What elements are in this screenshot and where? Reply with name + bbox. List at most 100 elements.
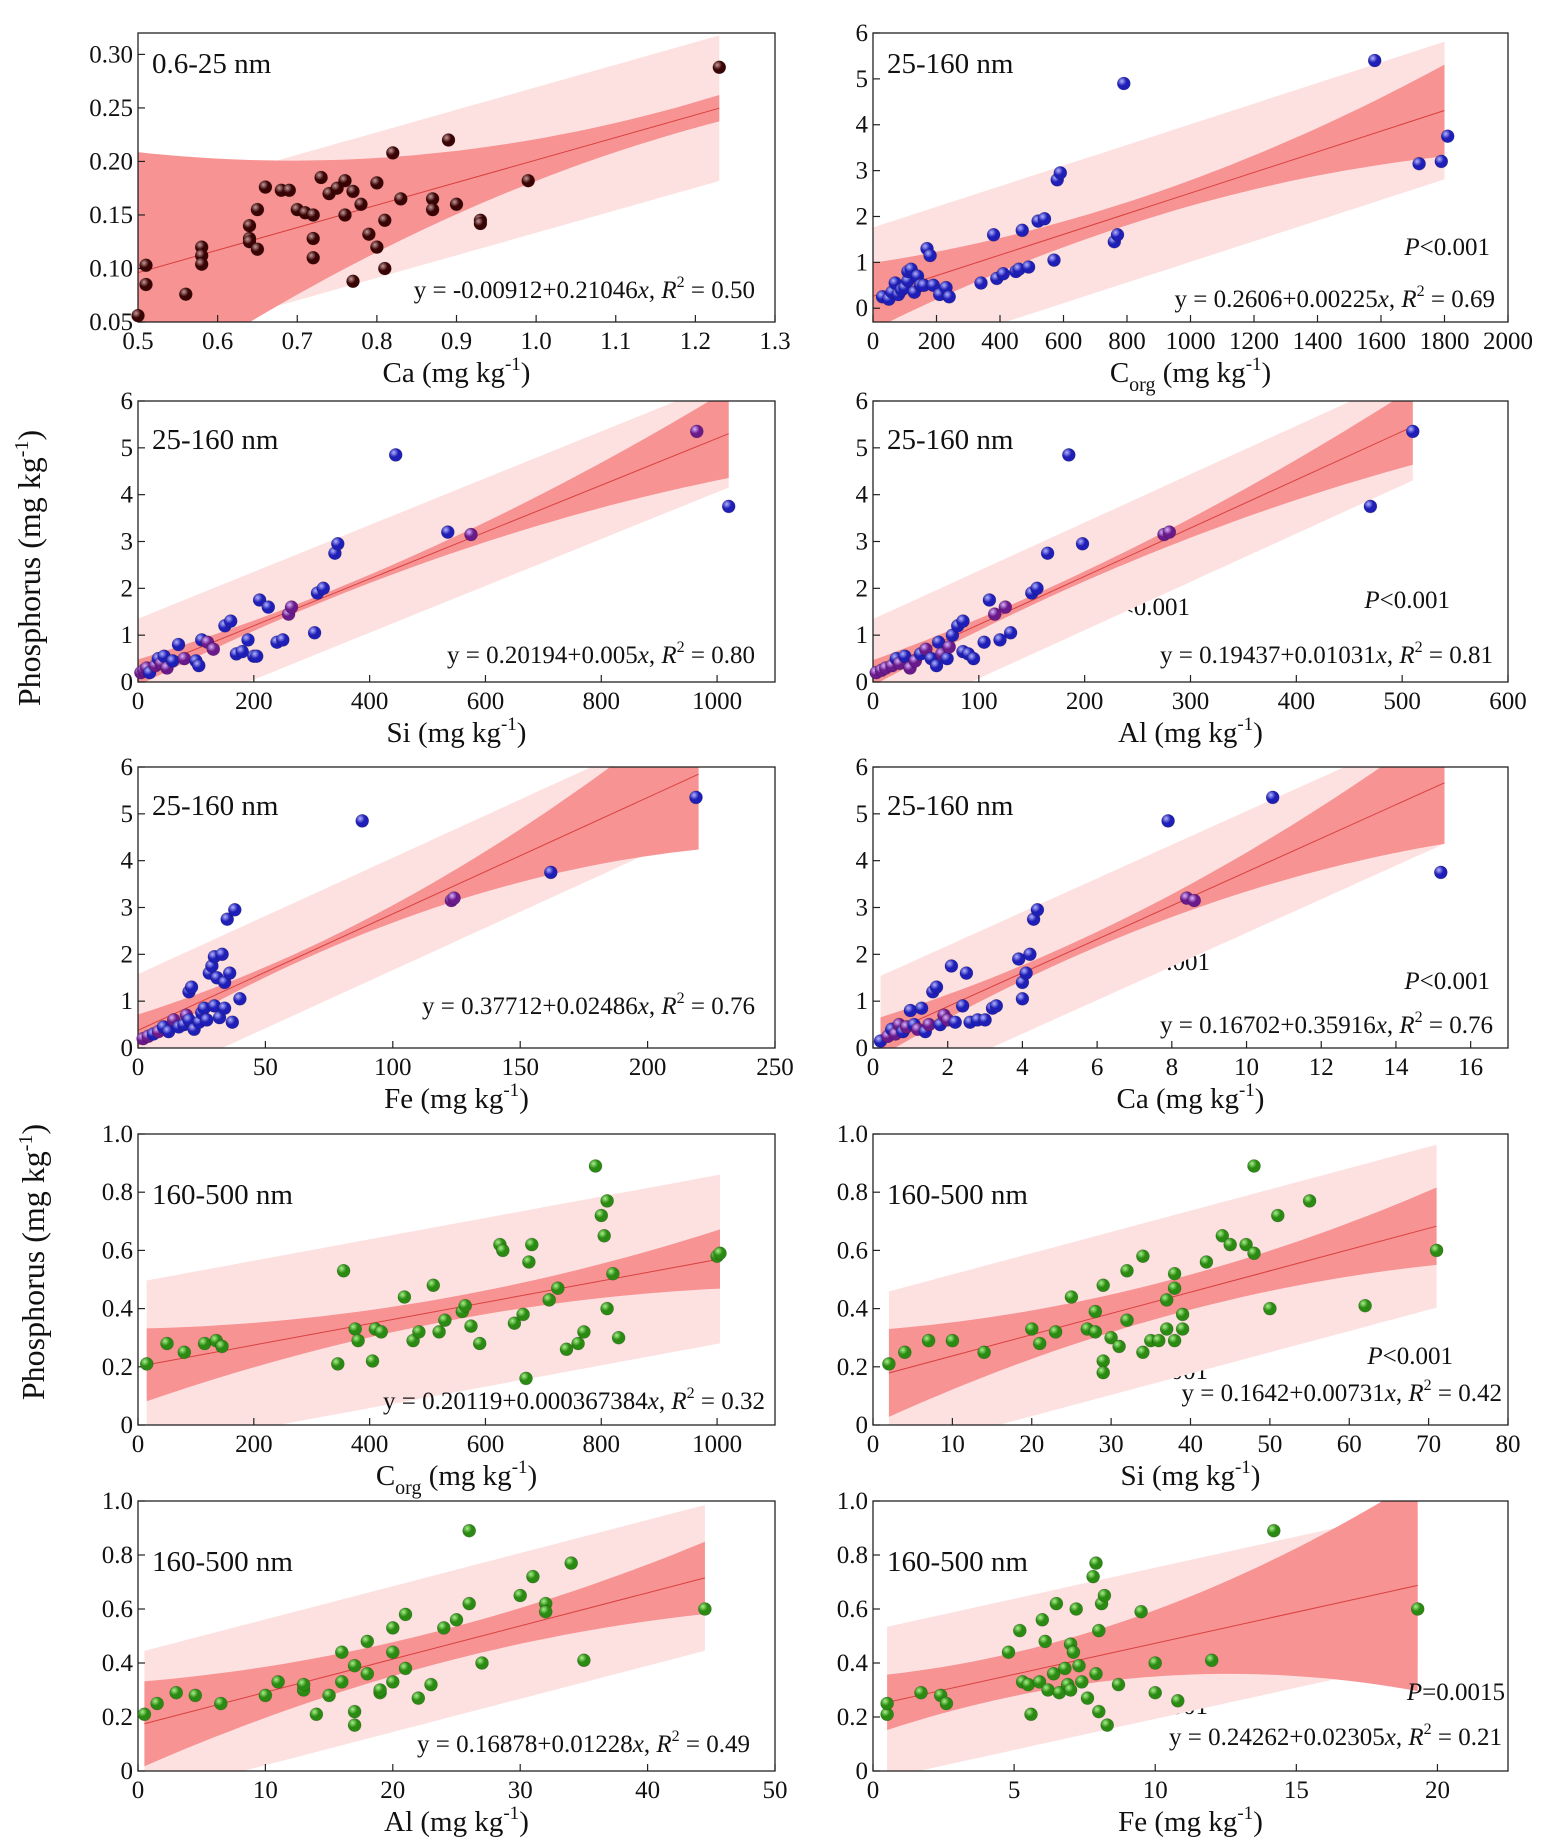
x-tick-label: 0 <box>132 1431 145 1458</box>
y-tick-label: 6 <box>856 388 869 415</box>
data-point <box>393 192 408 206</box>
y-tick-label: 0.8 <box>837 1542 868 1569</box>
data-point <box>347 1658 362 1673</box>
y-tick-label: 4 <box>121 482 134 509</box>
x-tick-label: 0.7 <box>282 328 313 355</box>
plot-frame <box>137 1500 776 1772</box>
y-tick-label: 0.2 <box>837 1354 868 1381</box>
p-value-label: P<0.001 <box>1403 234 1490 261</box>
y-tick-label: 0 <box>856 295 869 322</box>
data-point <box>956 614 970 628</box>
y-tick-label: 0.2 <box>102 1704 133 1731</box>
y-tick-label: 1 <box>856 988 869 1015</box>
x-tick-label: 60 <box>1337 1431 1362 1458</box>
x-tick-label: 400 <box>981 328 1019 355</box>
data-point <box>411 1691 426 1705</box>
data-point <box>1037 212 1052 226</box>
data-point <box>942 289 957 304</box>
data-point <box>275 633 290 647</box>
x-tick-label: 200 <box>235 1431 273 1458</box>
data-point <box>462 1523 477 1538</box>
data-point <box>1097 1588 1112 1603</box>
data-point <box>940 651 954 666</box>
data-point <box>351 1333 365 1348</box>
data-point <box>1247 1246 1261 1261</box>
data-point <box>982 593 997 607</box>
panel-p7: 0 200 400 600 800 100000.20.40.60.81.0160-500… <box>102 1121 1208 1499</box>
panel-p4: 0 100 200 300 400 500 600 0 1 2 3 4 5 6 25-160 nm P<0.0… <box>856 388 1527 749</box>
data-point <box>588 1159 603 1173</box>
x-tick-label: 30 <box>508 1777 533 1804</box>
data-point <box>184 980 199 994</box>
data-point <box>689 424 704 439</box>
data-point <box>220 912 234 927</box>
x-tick-label: 500 <box>1383 688 1421 715</box>
data-point <box>242 218 257 233</box>
y-tick-label: 0 <box>856 1758 869 1785</box>
data-point <box>284 600 299 614</box>
x-tick-label: 50 <box>763 1777 788 1804</box>
data-point <box>1434 865 1448 880</box>
confidence-band <box>144 1541 705 1767</box>
x-tick-label: 1600 <box>1356 328 1406 355</box>
data-point <box>330 1357 345 1371</box>
size-fraction-label: 160-500 nm <box>887 1546 1028 1578</box>
y-tick-label: 5 <box>121 435 134 462</box>
size-fraction-label: 160-500 nm <box>887 1179 1028 1211</box>
x-tick-label: 10 <box>1143 1777 1168 1804</box>
data-point <box>473 216 488 231</box>
x-tick-label: 300 <box>1172 688 1210 715</box>
data-point <box>923 248 937 263</box>
size-fraction-label: 0.6-25 nm <box>152 48 272 80</box>
data-point <box>1089 1667 1103 1681</box>
x-tick-label: 0 <box>132 688 145 715</box>
x-tick-label: 0 <box>867 1777 880 1804</box>
data-point <box>385 1621 400 1635</box>
data-point <box>200 1013 214 1027</box>
data-point <box>1358 1298 1372 1313</box>
data-point <box>1021 1677 1035 1692</box>
data-point <box>1064 1290 1079 1304</box>
data-point <box>526 1569 540 1584</box>
fit-line <box>880 782 1445 1038</box>
x-tick-label: 40 <box>1178 1431 1203 1458</box>
data-point <box>1412 156 1426 171</box>
data-point <box>348 1322 363 1336</box>
y-tick-label: 3 <box>856 529 869 556</box>
data-point <box>426 1278 441 1293</box>
y-tick-label: 1.0 <box>102 1121 133 1148</box>
prediction-band <box>146 1174 720 1425</box>
data-point <box>989 999 1004 1013</box>
data-point <box>1032 1675 1047 1689</box>
data-point <box>1112 1339 1126 1354</box>
data-point <box>897 1345 912 1360</box>
data-point <box>986 228 1001 242</box>
data-point <box>165 654 180 668</box>
y-tick-label: 4 <box>856 482 869 509</box>
data-point <box>1080 1691 1095 1705</box>
data-point <box>698 1602 712 1616</box>
data-point <box>966 651 981 666</box>
data-point <box>250 202 265 217</box>
points-p6 <box>873 790 1448 1048</box>
x-tick-label: 600 <box>467 688 505 715</box>
y-tick-label: 2 <box>856 575 869 602</box>
data-point <box>171 637 186 652</box>
data-point <box>513 1588 528 1603</box>
data-point <box>1048 1325 1063 1339</box>
y-tick-label: 2 <box>121 941 134 968</box>
x-axis-label: Ca (mg kg-1) <box>1117 1080 1265 1115</box>
size-fraction-label: 25-160 nm <box>887 790 1014 822</box>
y-tick-label: 0 <box>121 1758 134 1785</box>
x-tick-label: 10 <box>1234 1054 1259 1081</box>
x-tick-label: 100 <box>374 1054 412 1081</box>
x-tick-label: 200 <box>1066 688 1104 715</box>
x-axis-label: Ca (mg kg-1) <box>383 354 531 389</box>
data-point <box>354 197 368 212</box>
y-tick-label: 0.4 <box>837 1650 869 1677</box>
data-point <box>559 1342 574 1357</box>
y-tick-label: 0.15 <box>89 202 133 229</box>
bands-p2 <box>873 41 1445 322</box>
x-axis-label: Fe (mg kg-1) <box>384 1080 529 1115</box>
